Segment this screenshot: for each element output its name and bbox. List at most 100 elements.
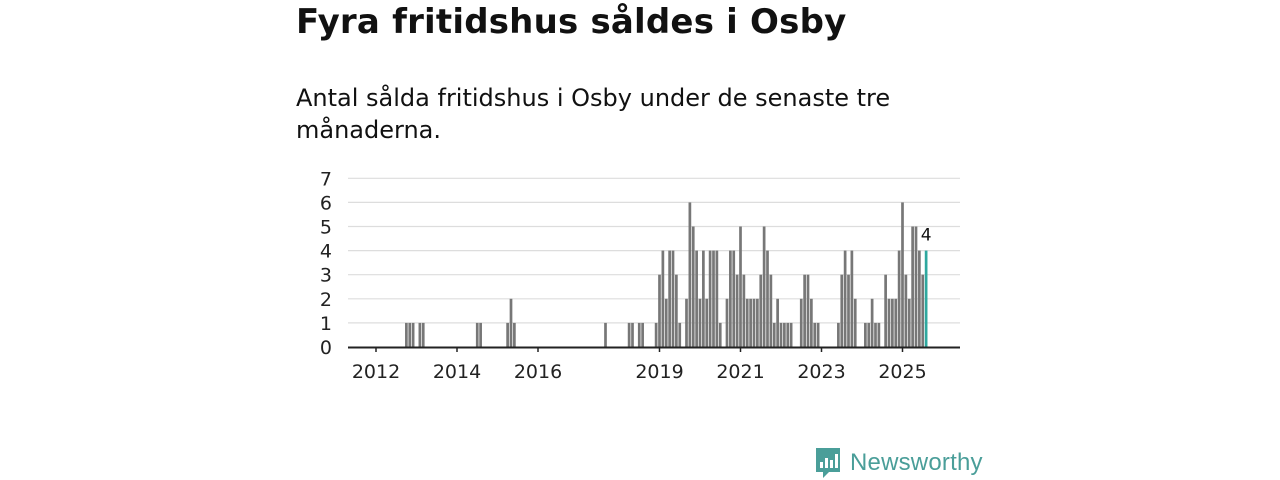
bar [668,250,671,347]
bar [870,298,874,347]
bar [847,274,850,347]
brand-name: Newsworthy [850,449,983,476]
bar [891,298,894,347]
bar [904,274,908,347]
bar [887,298,891,347]
bar [921,274,925,347]
bar [654,322,658,347]
bar [816,322,820,347]
last-value-label: 4 [921,226,932,246]
bar [479,322,482,347]
bar [843,250,847,347]
bar [729,250,732,347]
bar [735,274,739,347]
y-tick-label: 4 [320,241,332,263]
bar [742,274,746,347]
bar [803,274,806,347]
bar [783,322,786,347]
y-tick-label: 1 [320,313,332,335]
x-tick-label: 2025 [878,361,926,383]
bar [756,298,759,347]
bar [658,274,661,347]
bar [509,298,513,347]
bar [475,322,479,347]
y-tick-label: 5 [320,217,332,239]
bar [685,298,688,347]
bar [671,250,675,347]
x-tick-label: 2023 [797,361,845,383]
bar [627,322,631,347]
y-tick-label: 2 [320,289,332,311]
bar [708,250,712,347]
bar [837,322,840,347]
bar [752,298,756,347]
bar [759,274,763,347]
bar [405,322,408,347]
bar [914,226,918,347]
bar [732,250,736,347]
bar [513,322,516,347]
data-labels: 4 [921,226,932,246]
bar [408,322,412,347]
bar [418,322,422,347]
bar [853,298,857,347]
bar [779,322,783,347]
bar [766,250,769,347]
bar [678,322,682,347]
bar [705,298,709,347]
bar [810,298,813,347]
bar [894,298,898,347]
y-tick-label: 6 [320,192,332,214]
bar [877,322,881,347]
bar [850,250,854,347]
x-tick-label: 2016 [514,361,562,383]
x-tick-label: 2021 [716,361,764,383]
bar [901,202,904,347]
bar [776,298,779,347]
bar [637,322,641,347]
bar [725,298,729,347]
bar [918,250,921,347]
bar [718,322,722,347]
bar [884,274,887,347]
bar [739,226,742,347]
bar [688,202,692,347]
bar [907,298,911,347]
grid-lines [348,177,960,324]
bar [897,250,901,347]
x-tick-label: 2012 [352,361,400,383]
bar [506,322,509,347]
bar [769,274,773,347]
bar [840,274,844,347]
x-tick-label: 2019 [635,361,683,383]
bar [762,226,766,347]
y-tick-label: 3 [320,265,332,287]
bar [786,322,790,347]
chart-logo-icon [816,448,840,478]
chart-subtitle: Antal sålda fritidshus i Osby under de s… [296,84,891,144]
bar [813,322,817,347]
chart-title: Fyra fritidshus såldes i Osby [296,2,847,42]
bar [745,298,749,347]
y-tick-label: 7 [320,168,332,190]
bar [695,250,698,347]
bar [911,226,914,347]
bars [405,202,928,347]
bar-highlight [924,250,928,347]
bar [411,322,415,347]
bar [604,322,607,347]
bar [631,322,634,347]
x-axis-ticks: 2012 2014 2016 2019 2021 2023 2025 [352,347,927,383]
bar [749,298,752,347]
bar [661,250,665,347]
bar [715,250,719,347]
bar [691,226,695,347]
bar [772,322,776,347]
bar [664,298,668,347]
bar [874,322,877,347]
bar [864,322,867,347]
bar [867,322,871,347]
bar [641,322,644,347]
